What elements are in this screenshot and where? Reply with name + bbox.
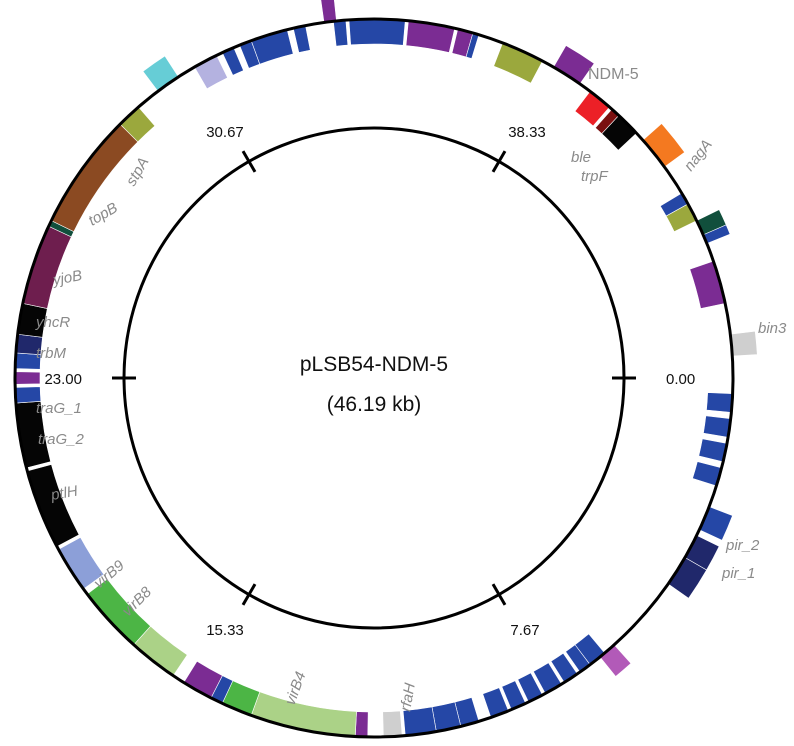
- scale-ticks: 0.00 7.67 15.33 23.00 30.67 38.33: [44, 124, 695, 639]
- label-trag-2: traG_2: [38, 431, 85, 448]
- label-topb: topB: [86, 199, 121, 229]
- gene-segment-45: [333, 19, 349, 47]
- label-ptlh: ptlH: [49, 483, 79, 505]
- label-rfah: rfaH: [397, 682, 419, 713]
- scale-tick-mark-1: [491, 583, 507, 606]
- label-stpa: stpA: [123, 155, 153, 189]
- label-ndm-5: NDM-5: [588, 66, 639, 83]
- gene-segment-38: [142, 55, 179, 92]
- scale-tick-label-4: 30.67: [206, 124, 244, 141]
- gene-segment-27: [26, 464, 80, 547]
- label-naga: nagA: [681, 136, 716, 174]
- plasmid-size: (46.19 kb): [327, 393, 422, 416]
- gene-labels: NDM-5 ble trpF nagA bin3 pir_2 pir_1 rfa…: [35, 66, 787, 713]
- gene-segment-46: [348, 18, 406, 46]
- gene-segment-34: [22, 225, 72, 309]
- label-bin3: bin3: [758, 320, 787, 337]
- backbone-ring: [13, 17, 735, 739]
- gene-segment-0: [706, 392, 733, 413]
- inner-scale-circle: [122, 126, 626, 630]
- scale-tick-mark-2: [241, 583, 257, 606]
- scale-tick-mark-4: [241, 150, 257, 173]
- scale-tick-label-5: 38.33: [508, 124, 546, 141]
- label-trbm: trbM: [36, 345, 67, 362]
- gene-segment-1: [703, 415, 732, 438]
- gene-segment-4: [698, 506, 733, 541]
- label-pir-1: pir_1: [721, 565, 755, 582]
- scale-tick-label-1: 7.67: [510, 622, 539, 639]
- gene-segment-19: [354, 711, 369, 738]
- gene-segment-61: [729, 330, 758, 357]
- scale-tick-label-2: 15.33: [206, 622, 244, 639]
- label-trag-1: traG_1: [36, 400, 82, 417]
- label-virb4: virB4: [282, 669, 310, 707]
- label-yjob: yjoB: [51, 267, 84, 289]
- label-yhcr: yhcR: [35, 314, 70, 331]
- gene-segment-39: [194, 54, 228, 90]
- scale-tick-label-0: 0.00: [666, 371, 695, 388]
- label-pir-2: pir_2: [725, 537, 760, 554]
- scale-tick-label-3: 23.00: [44, 371, 82, 388]
- label-ble: ble: [571, 149, 591, 166]
- label-trpf: trpF: [581, 168, 609, 185]
- gene-segment-18: [382, 710, 403, 738]
- gene-segment-7: [599, 644, 632, 677]
- gene-segment-44: [320, 0, 337, 23]
- gene-segment-43: [292, 25, 311, 53]
- gene-segment-30: [14, 371, 41, 385]
- plasmid-name: pLSB54-NDM-5: [300, 353, 448, 376]
- scale-tick-mark-5: [491, 150, 507, 173]
